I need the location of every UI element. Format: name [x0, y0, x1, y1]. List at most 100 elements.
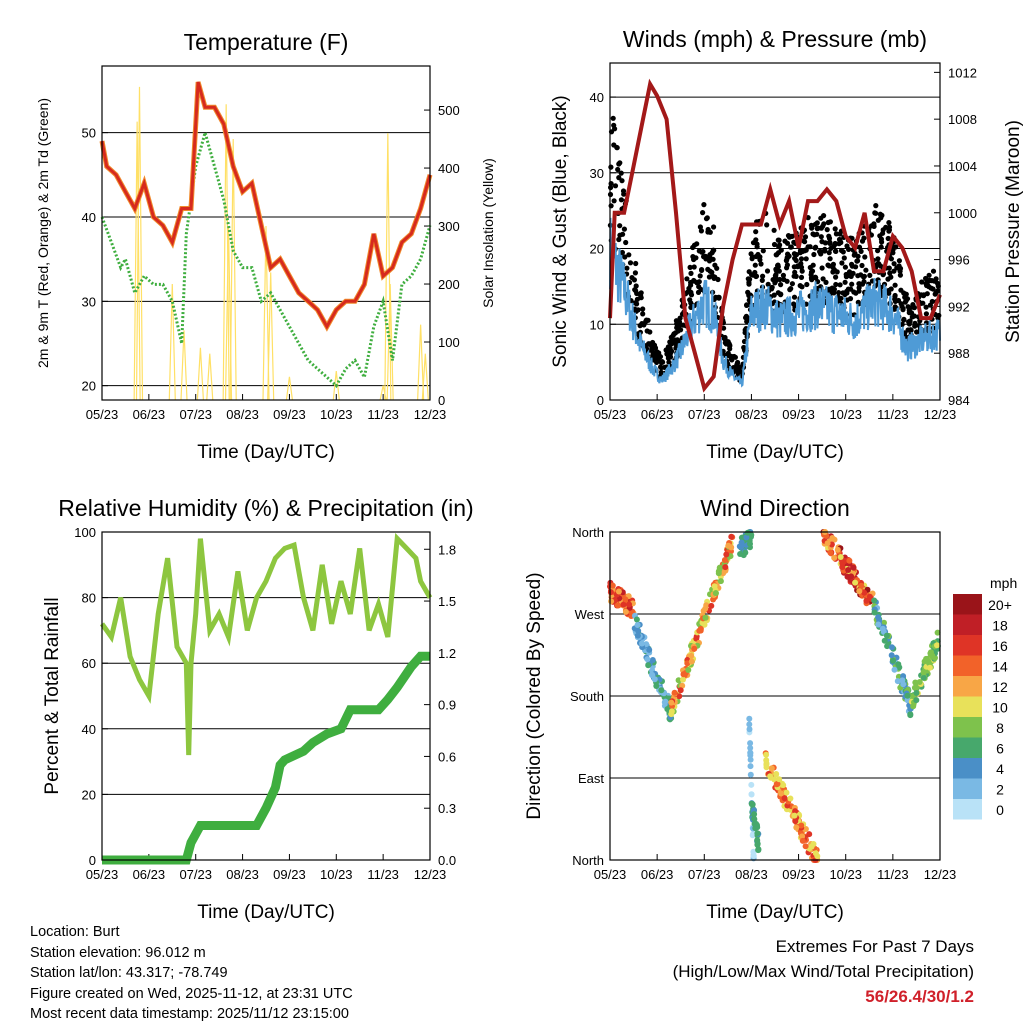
direction-point	[645, 662, 652, 669]
direction-point	[913, 697, 920, 704]
gust-point	[618, 197, 625, 203]
gust-point	[612, 183, 619, 189]
gust-point	[788, 244, 794, 250]
y-tick-label: 40	[590, 90, 604, 105]
direction-point	[907, 712, 914, 719]
gust-point	[634, 301, 640, 307]
gust-point	[875, 248, 881, 254]
gust-point	[695, 289, 702, 295]
direction-point	[763, 757, 770, 764]
gust-point	[833, 248, 839, 254]
y2-tick-label: 0.6	[438, 749, 456, 764]
x-tick-label: 08/23	[226, 867, 259, 882]
gust-point	[665, 354, 672, 360]
gust-point	[640, 311, 646, 317]
gust-point	[804, 281, 810, 288]
gust-point	[699, 267, 705, 273]
legend-swatch	[953, 778, 982, 799]
gust-point	[809, 277, 815, 283]
direction-point	[677, 687, 684, 694]
y2-tick-label: 0	[438, 393, 445, 408]
legend-label: 14	[992, 659, 1008, 675]
direction-point	[749, 801, 755, 808]
x-tick-label: 08/23	[226, 407, 259, 422]
gust-point	[725, 339, 731, 345]
pressure-line	[608, 78, 942, 393]
gust-point	[919, 279, 925, 285]
gust-point	[777, 242, 783, 248]
gust-point	[795, 264, 801, 270]
direction-point	[888, 652, 895, 659]
direction-point	[675, 677, 682, 684]
gust-point	[812, 274, 819, 280]
direction-point	[712, 590, 719, 597]
gust-point	[791, 294, 798, 300]
gust-point	[783, 258, 790, 264]
direction-point	[894, 678, 901, 685]
x-tick-label: 06/23	[133, 407, 166, 422]
y-tick-label: South	[570, 689, 604, 704]
gust-point	[621, 226, 628, 232]
direction-point	[866, 593, 873, 600]
gust-point	[627, 260, 634, 266]
direction-point	[913, 690, 920, 696]
gust-point	[930, 268, 937, 274]
direction-point	[607, 589, 614, 596]
direction-point	[634, 622, 641, 628]
gust-point	[743, 315, 749, 321]
gust-point	[856, 244, 863, 250]
gust-point	[927, 302, 934, 308]
direction-point	[783, 789, 790, 796]
gust-point	[844, 243, 850, 249]
direction-point	[703, 602, 710, 609]
gust-point	[793, 252, 800, 258]
gust-point	[810, 231, 816, 237]
recent-timestamp: Most recent data timestamp: 2025/11/12 2…	[30, 1006, 349, 1022]
direction-point	[721, 557, 728, 563]
direction-point	[798, 822, 805, 829]
gust-point	[830, 269, 836, 275]
y2-tick-label: 1.2	[438, 646, 456, 661]
gust-point	[678, 327, 684, 333]
gust-point	[746, 281, 752, 287]
gust-point	[702, 253, 709, 259]
direction-point	[651, 676, 658, 683]
y-tick-label: 30	[82, 294, 96, 309]
solar-spike	[267, 272, 275, 401]
direction-point	[846, 557, 853, 564]
gust-point	[797, 283, 803, 289]
gust-point	[608, 164, 614, 170]
legend-label: 20+	[988, 597, 1012, 613]
gust-point	[721, 335, 727, 341]
gust-point	[827, 256, 833, 262]
direction-point	[717, 578, 724, 585]
gust-point	[778, 282, 784, 288]
y-tick-label: North	[572, 853, 604, 868]
y2-tick-label: 1.8	[438, 542, 456, 557]
x-tick-label: 07/23	[688, 407, 721, 422]
gust-point	[691, 264, 697, 270]
gust-point	[760, 273, 766, 279]
gust-point	[633, 288, 639, 294]
gust-point	[624, 265, 630, 271]
legend-label: 18	[992, 618, 1008, 634]
gust-point	[799, 248, 806, 255]
gust-point	[616, 236, 622, 243]
chart-title: Wind Direction	[700, 495, 850, 521]
x-tick-label: 08/23	[735, 867, 768, 882]
direction-point	[680, 676, 686, 683]
direction-point	[879, 625, 886, 632]
gust-point	[901, 317, 907, 323]
gust-point	[753, 273, 760, 279]
direction-point	[799, 837, 806, 844]
x-tick-label: 10/23	[320, 867, 353, 882]
gust-point	[771, 241, 778, 248]
gust-point	[912, 323, 918, 329]
gust-point	[765, 281, 771, 287]
gust-point	[880, 230, 886, 236]
gust-point	[744, 302, 750, 308]
direction-point	[845, 567, 852, 573]
direction-point	[644, 656, 651, 663]
direction-point	[852, 579, 859, 586]
